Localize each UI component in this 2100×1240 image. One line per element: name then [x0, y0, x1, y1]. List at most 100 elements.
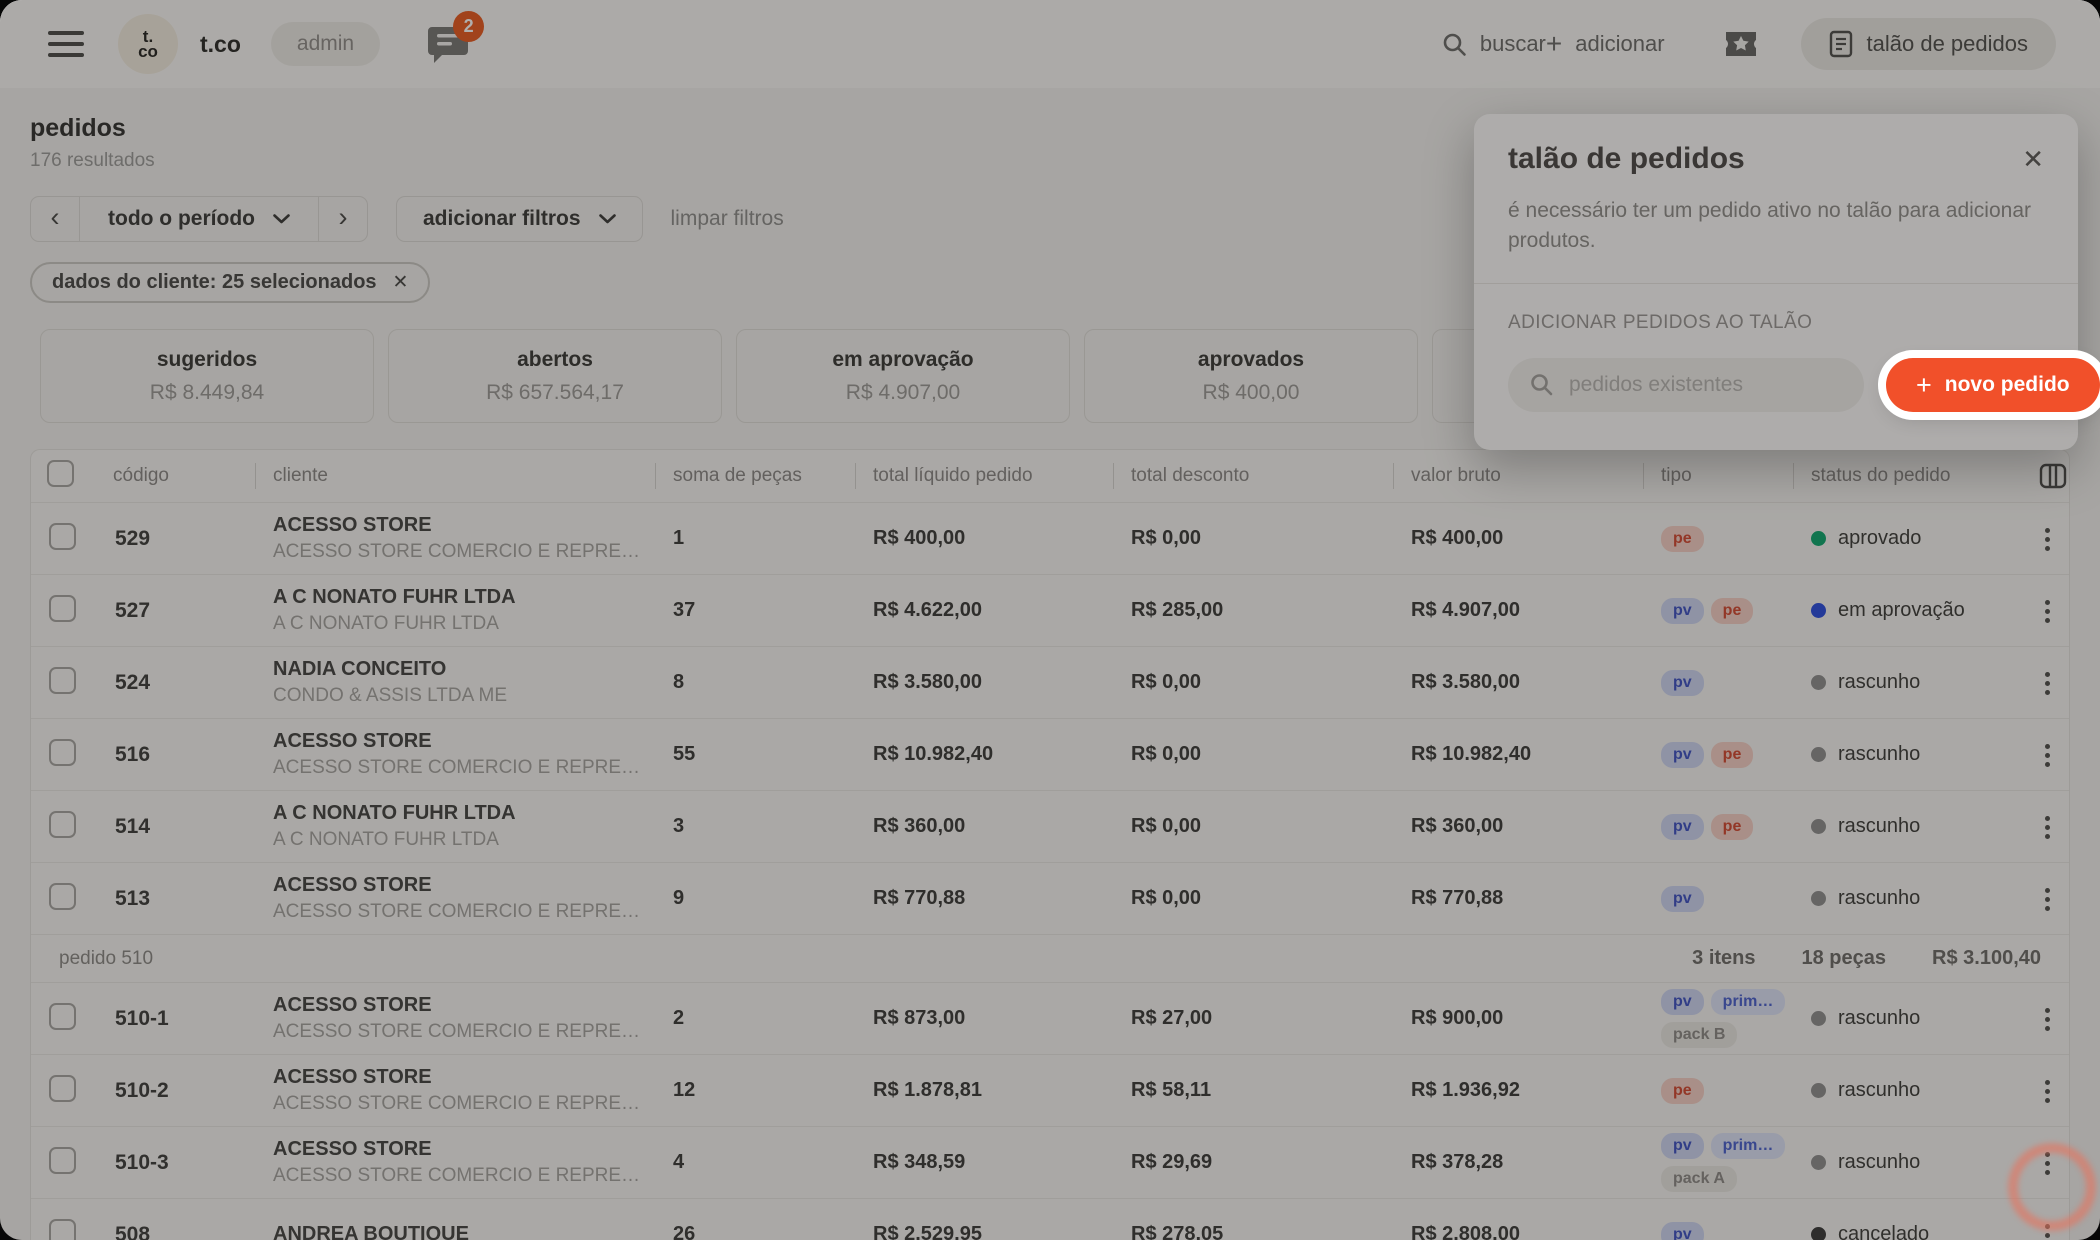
card-aprovados[interactable]: aprovados R$ 400,00 [1084, 329, 1418, 423]
chevron-down-icon [598, 214, 616, 224]
row-menu-kebab-icon[interactable] [2039, 882, 2056, 917]
table-row[interactable]: 527 A C NONATO FUHR LTDA A C NONATO FUHR L… [31, 574, 2069, 646]
table-row[interactable]: 510-2 ACESSO STORE ACESSO STORE COMERCIO E… [31, 1054, 2069, 1126]
row-checkbox[interactable] [49, 594, 76, 622]
existing-orders-input[interactable] [1567, 371, 1842, 398]
new-order-button[interactable]: + novo pedido [1886, 357, 2100, 412]
table-row[interactable]: 508 ANDREA BOUTIQUE 26 R$ 2.529,95 R$ 278,05… [31, 1198, 2069, 1240]
company-logo[interactable]: t. co [118, 14, 178, 74]
client-subtitle: A C NONATO FUHR LTDA [273, 613, 499, 634]
type-badge-pv: pv [1661, 741, 1704, 768]
clear-filters-button[interactable]: limpar filtros [670, 207, 784, 230]
pieces-sum: 2 [673, 1007, 685, 1029]
hamburger-menu-icon[interactable] [48, 31, 84, 57]
client-subtitle: A C NONATO FUHR LTDA [273, 829, 499, 850]
type-badge-pe: pe [1661, 1077, 1704, 1104]
client-subtitle: ACESSO STORE COMERCIO E REPRE… [273, 901, 641, 922]
row-checkbox[interactable] [49, 882, 76, 910]
status-label: rascunho [1838, 887, 1921, 909]
header-tipo[interactable]: tipo [1643, 465, 1793, 487]
card-em-aprovacao[interactable]: em aprovação R$ 4.907,00 [736, 329, 1070, 423]
period-prev-button[interactable]: ‹ [31, 197, 79, 241]
order-code: 508 [115, 1222, 151, 1240]
header-total-liquido[interactable]: total líquido pedido [855, 465, 1113, 487]
plus-icon: + [1916, 369, 1932, 400]
gross-value: R$ 770,88 [1411, 887, 1504, 909]
order-code: 524 [115, 670, 151, 694]
client-name: NADIA CONCEITO [273, 658, 447, 680]
chat-button[interactable]: 2 [426, 11, 485, 65]
filters-bar: ‹ todo o período › adicionar filtros lim… [30, 196, 2070, 242]
results-count: 176 resultados [30, 150, 155, 171]
order-pad-button[interactable]: talão de pedidos [1800, 18, 2056, 70]
table-row[interactable]: 514 A C NONATO FUHR LTDA A C NONATO FUHR L… [31, 790, 2069, 862]
status-label: cancelado [1838, 1223, 1930, 1240]
table-row[interactable]: 510-1 ACESSO STORE ACESSO STORE COMERCIO E… [31, 982, 2069, 1054]
table-row[interactable]: 529 ACESSO STORE ACESSO STORE COMERCIO E R… [31, 502, 2069, 574]
header-valor-bruto[interactable]: valor bruto [1393, 465, 1643, 487]
order-code: 510-1 [115, 1006, 169, 1030]
header-soma-de-pecas[interactable]: soma de peças [655, 465, 855, 487]
search-button[interactable]: buscar [1442, 31, 1546, 57]
close-icon[interactable]: ✕ [2022, 144, 2044, 174]
header-status[interactable]: status do pedido [1793, 465, 2021, 487]
row-menu-kebab-icon[interactable] [2039, 522, 2056, 557]
table-row[interactable]: 513 ACESSO STORE ACESSO STORE COMERCIO E R… [31, 862, 2069, 934]
row-checkbox[interactable] [49, 738, 76, 766]
type-badge-pv: pv [1661, 1133, 1704, 1159]
table-row[interactable]: 510-3 ACESSO STORE ACESSO STORE COMERCIO E… [31, 1126, 2069, 1198]
row-menu-kebab-icon[interactable] [2039, 594, 2056, 629]
net-total: R$ 873,00 [873, 1007, 966, 1029]
row-menu-kebab-icon[interactable] [2039, 1218, 2056, 1240]
period-next-button[interactable]: › [319, 197, 367, 241]
row-checkbox[interactable] [49, 810, 76, 838]
group-summary: 3 itens 18 peças R$ 3.100,40 [1692, 947, 2041, 970]
card-sugeridos[interactable]: sugeridos R$ 8.449,84 [40, 329, 374, 423]
column-settings-icon[interactable] [2021, 463, 2069, 489]
period-dropdown[interactable]: todo o período [79, 197, 319, 241]
client-subtitle: ACESSO STORE COMERCIO E REPRE… [273, 1165, 641, 1186]
existing-orders-search [1508, 357, 1864, 412]
header-total-desconto[interactable]: total desconto [1113, 465, 1393, 487]
row-menu-kebab-icon[interactable] [2039, 738, 2056, 773]
divider [1474, 282, 2078, 284]
header-cliente[interactable]: cliente [255, 465, 655, 487]
net-total: R$ 3.580,00 [873, 671, 982, 693]
order-code: 513 [115, 886, 151, 910]
discount-total: R$ 27,00 [1131, 1007, 1213, 1029]
row-menu-kebab-icon[interactable] [2039, 810, 2056, 845]
row-checkbox[interactable] [49, 1002, 76, 1030]
add-filters-dropdown[interactable]: adicionar filtros [395, 196, 643, 242]
table-row[interactable]: 524 NADIA CONCEITO CONDO & ASSIS LTDA ME 8 R… [31, 646, 2069, 718]
pack-badge: pack A [1661, 1166, 1737, 1192]
row-checkbox[interactable] [49, 1074, 76, 1102]
header-codigo[interactable]: código [113, 465, 169, 486]
status-dot [1811, 1011, 1826, 1026]
row-checkbox[interactable] [49, 1146, 76, 1174]
select-all-checkbox[interactable] [47, 459, 74, 487]
status-label: aprovado [1838, 527, 1922, 549]
card-label: em aprovação [832, 347, 974, 371]
add-button[interactable]: + adicionar [1546, 30, 1665, 58]
row-checkbox[interactable] [49, 1218, 76, 1240]
type-badge-pv: pv [1661, 885, 1704, 912]
row-checkbox[interactable] [49, 522, 76, 550]
card-abertos[interactable]: abertos R$ 657.564,17 [388, 329, 722, 423]
table-row[interactable]: 516 ACESSO STORE ACESSO STORE COMERCIO E R… [31, 718, 2069, 790]
type-cell: pe [1643, 525, 1793, 552]
client-filter-chip[interactable]: dados do cliente: 25 selecionados ✕ [30, 262, 431, 303]
row-checkbox[interactable] [49, 666, 76, 694]
search-icon [1442, 32, 1467, 57]
status-dot [1811, 1083, 1826, 1098]
row-menu-kebab-icon[interactable] [2039, 1146, 2056, 1181]
client-subtitle: ACESSO STORE COMERCIO E REPRE… [273, 1093, 641, 1114]
voucher-button[interactable] [1723, 27, 1759, 61]
row-menu-kebab-icon[interactable] [2039, 1002, 2056, 1037]
row-menu-kebab-icon[interactable] [2039, 666, 2056, 701]
row-menu-kebab-icon[interactable] [2039, 1074, 2056, 1109]
gross-value: R$ 10.982,40 [1411, 743, 1532, 765]
orders-table: código cliente soma de peças total líqui… [30, 449, 2070, 1240]
close-icon[interactable]: ✕ [392, 272, 409, 293]
net-total: R$ 770,88 [873, 887, 966, 909]
order-code: 516 [115, 742, 151, 766]
